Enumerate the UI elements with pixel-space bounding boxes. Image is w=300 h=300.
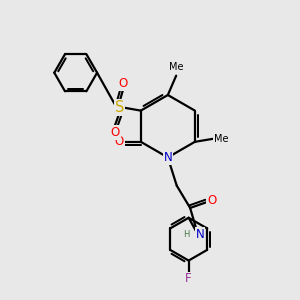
Text: O: O — [207, 194, 216, 207]
Text: Me: Me — [214, 134, 228, 144]
Text: S: S — [115, 100, 124, 115]
Text: Me: Me — [169, 62, 183, 72]
Text: O: O — [110, 126, 120, 139]
Text: O: O — [118, 77, 128, 90]
Text: H: H — [183, 230, 189, 239]
Text: O: O — [115, 135, 124, 148]
Text: N: N — [196, 228, 204, 241]
Text: N: N — [164, 151, 172, 164]
Text: F: F — [185, 272, 192, 286]
